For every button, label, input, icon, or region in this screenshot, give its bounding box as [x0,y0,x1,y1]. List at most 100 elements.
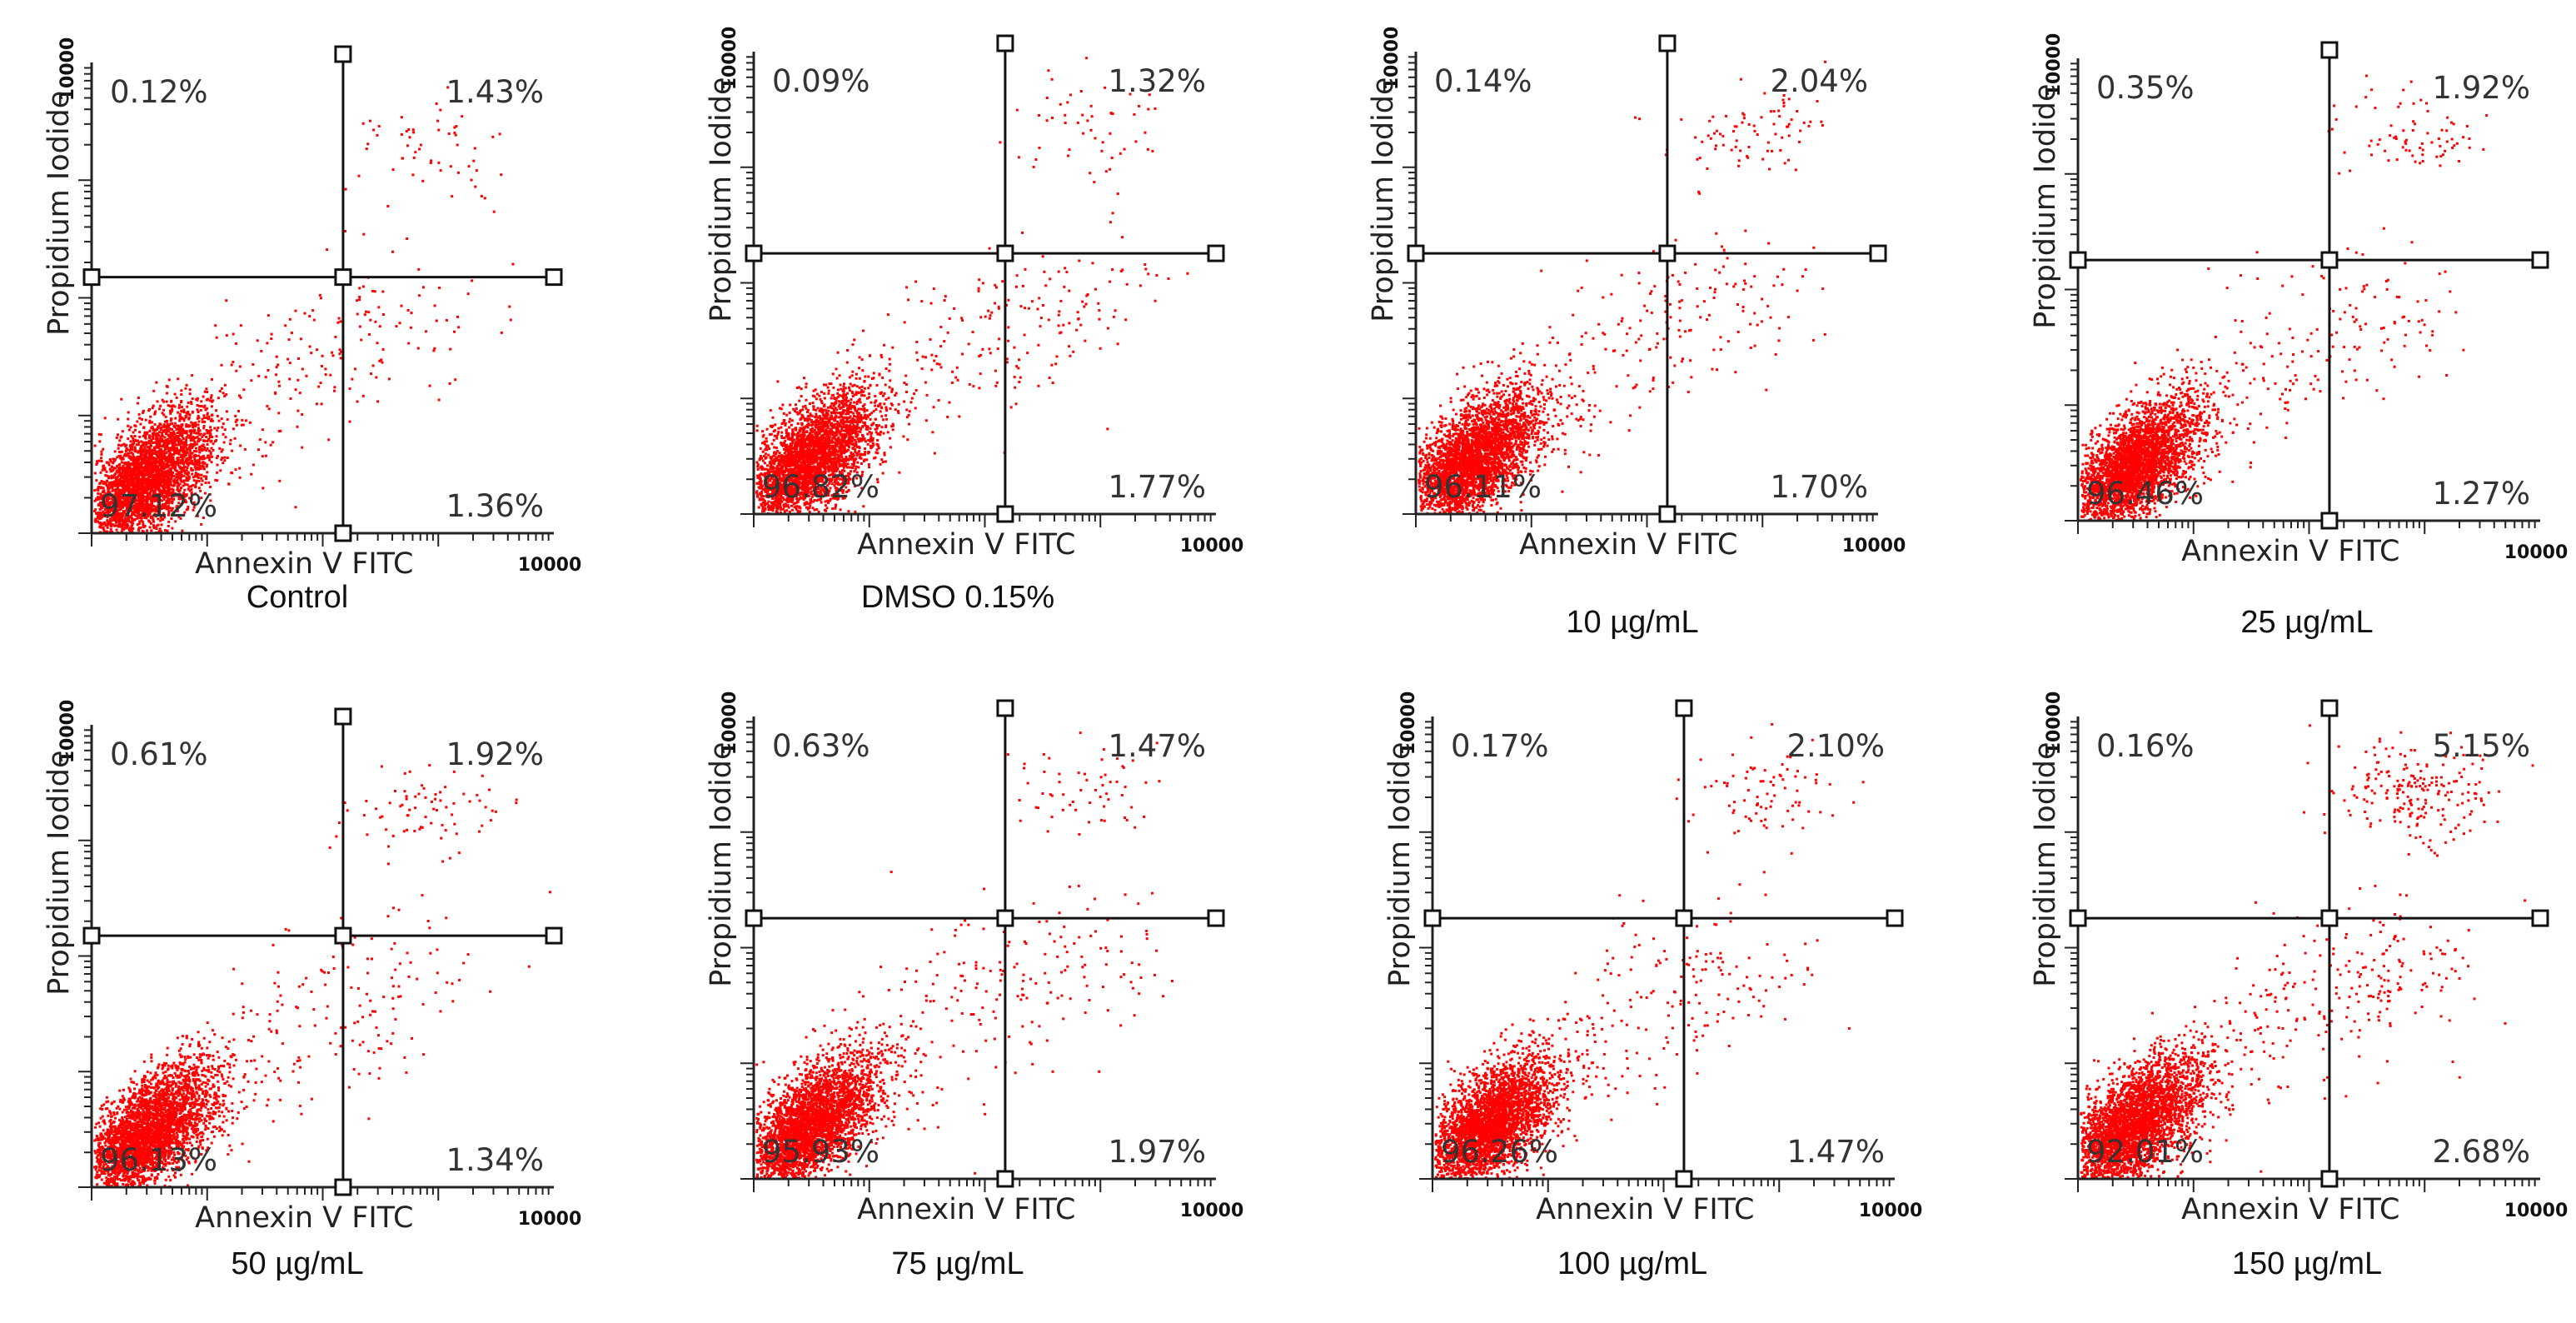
event-dot [139,497,142,500]
event-dot [130,508,133,512]
quadrant-gate[interactable] [82,45,563,542]
event-dot [95,512,98,515]
event-dot [117,522,121,526]
event-dot [143,446,147,449]
event-dot [171,502,174,505]
event-dot [176,449,179,452]
event-dot [170,447,173,450]
event-dot [831,507,835,510]
event-dot [115,436,118,439]
event-dot [845,398,848,402]
square-handle-icon[interactable] [82,268,101,287]
event-dot [107,463,111,467]
event-dot [398,322,401,325]
event-dot [140,440,143,443]
event-dot [267,369,270,372]
event-dot [152,478,156,482]
event-dot [140,503,143,507]
event-dot [794,409,796,412]
event-dot [123,472,127,476]
event-dot [156,468,159,472]
event-dot [142,450,146,453]
event-dot [135,450,138,453]
event-dot [162,496,165,499]
event-dot [842,390,845,393]
event-dot [152,460,156,463]
event-dot [110,477,113,480]
event-dot [178,496,181,499]
event-dot [135,482,138,485]
event-dot [809,498,812,502]
event-dot [173,426,177,429]
event-dot [797,486,800,489]
event-dot [179,433,182,437]
event-dot [142,526,146,529]
event-dot [146,441,149,444]
event-dot [203,404,207,407]
event-dot [185,493,188,497]
event-dot [125,524,128,527]
event-dot [173,436,176,439]
event-dot [177,427,180,431]
event-dot [108,492,112,496]
event-dot [122,488,125,492]
event-dot [122,442,126,446]
event-dot [838,447,841,450]
event-dot [129,426,132,429]
event-dot [145,503,148,507]
event-dot [354,367,356,371]
event-dot [151,508,154,512]
event-dot [113,473,117,477]
event-dot [815,408,818,412]
x-max-tick-label: 10000 [518,555,582,576]
event-dot [939,366,943,369]
event-dot [167,469,170,472]
event-dot [179,432,182,434]
event-dot [115,513,118,516]
event-dot [185,457,188,460]
event-dot [99,505,102,508]
event-dot [152,514,156,517]
event-dot [133,500,137,503]
event-dot [854,427,857,430]
square-handle-icon[interactable] [334,45,352,63]
event-dot [147,439,151,442]
event-dot [363,313,366,317]
event-dot [855,435,859,438]
event-dot [860,385,864,388]
event-dot [136,511,139,514]
event-dot [117,512,120,516]
event-dot [200,477,203,480]
event-dot [151,432,154,436]
event-dot [182,417,186,421]
event-dot [839,495,842,498]
event-dot [152,465,155,468]
event-dot [836,351,840,354]
event-dot [776,432,780,436]
event-dot [206,413,209,417]
square-handle-icon[interactable] [545,268,563,287]
event-dot [873,457,876,460]
event-dot [795,387,799,389]
event-dot [837,475,840,478]
square-handle-icon[interactable] [334,524,352,542]
event-dot [296,378,300,382]
event-dot [234,420,237,423]
event-dot [261,428,264,432]
event-dot [231,449,234,452]
event-dot [107,521,110,524]
event-dot [870,412,874,415]
event-dot [311,309,315,312]
event-dot [139,469,142,472]
event-dot [158,490,162,493]
event-dot [786,459,790,462]
event-dot [190,491,193,494]
square-handle-icon[interactable] [334,268,352,287]
event-dot [126,481,129,484]
event-dot [260,349,263,352]
event-dot [167,404,170,407]
event-dot [209,396,212,399]
event-dot [192,476,195,479]
event-dot [137,509,139,512]
event-dot [419,143,422,147]
